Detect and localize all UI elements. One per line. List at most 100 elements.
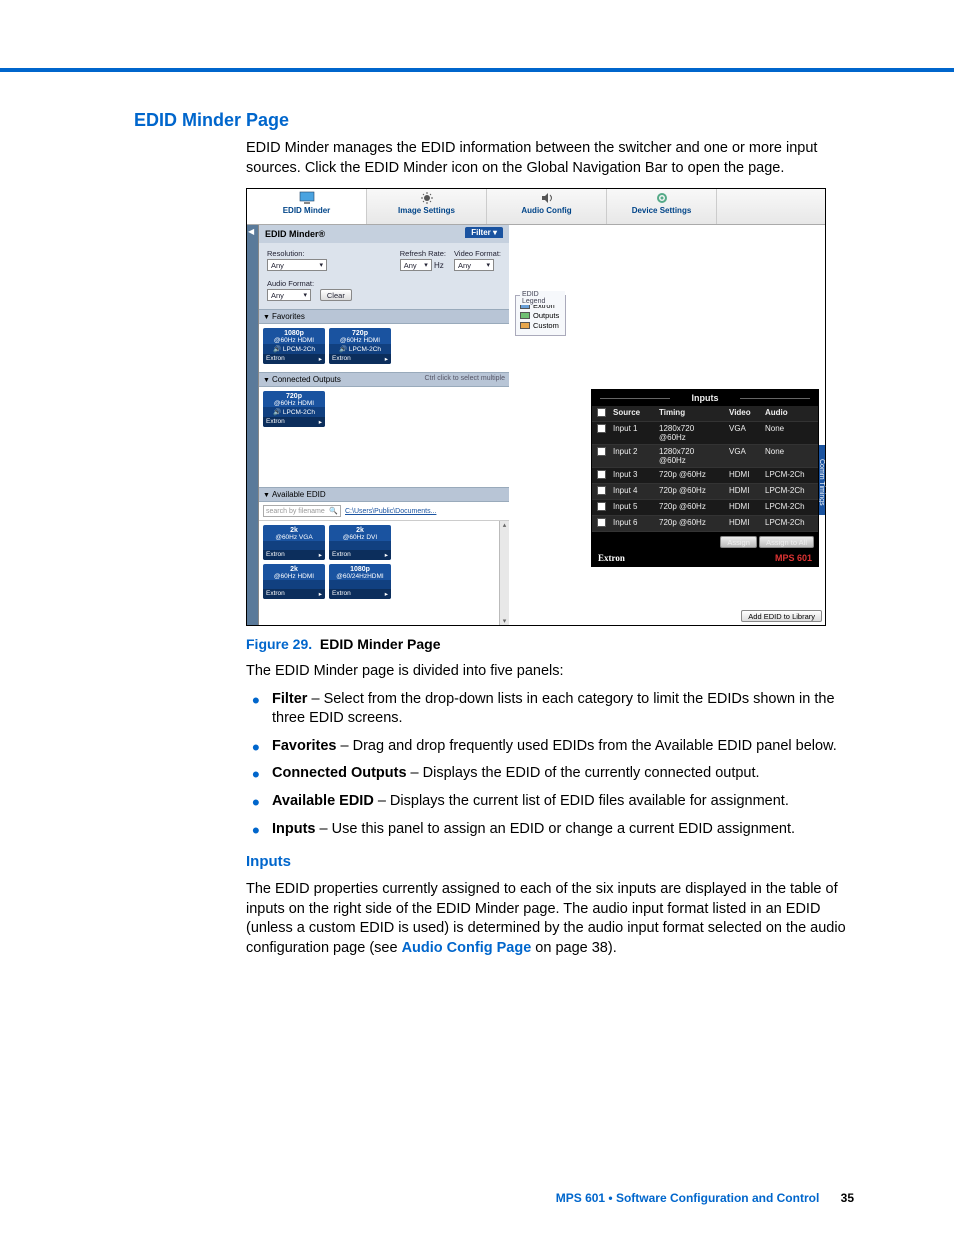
panel-title-text: EDID Minder®	[265, 229, 325, 239]
nav-tab-audio-config[interactable]: Audio Config	[487, 189, 607, 224]
hz-label: Hz	[434, 261, 444, 270]
path-link[interactable]: C:\Users\Public\Documents...	[345, 508, 436, 515]
table-row[interactable]: Input 3 720p @60Hz HDMI LPCM-2Ch	[592, 468, 818, 484]
inputs-model: MPS 601	[775, 553, 812, 563]
nav-tab-label: Image Settings	[398, 206, 455, 215]
edid-left-pane: EDID Minder® Filter ▾ Resolution: Any▾ R…	[259, 225, 509, 625]
search-input[interactable]: search by filename 🔍	[263, 505, 341, 517]
nav-tab-label: EDID Minder	[283, 206, 331, 215]
panels-bullet-list: Filter – Select from the drop-down lists…	[246, 690, 854, 839]
search-icon: 🔍	[329, 507, 338, 515]
aformat-select[interactable]: Any▾	[267, 289, 311, 301]
select-all-checkbox[interactable]	[597, 408, 606, 417]
connected-area: 720p @60Hz HDMI 🔊 LPCM-2Ch Extron▸	[259, 387, 509, 487]
col-timing: Timing	[656, 406, 726, 422]
legend-row: Custom	[520, 321, 559, 330]
inputs-heading: Inputs	[246, 853, 854, 870]
footer-text: MPS 601 • Software Configuration and Con…	[556, 1191, 820, 1205]
row-checkbox[interactable]	[597, 486, 606, 495]
col-source: Source	[610, 406, 656, 422]
edid-tile[interactable]: 2k @60Hz VGA Extron▸	[263, 525, 325, 560]
bullet-item: Filter – Select from the drop-down lists…	[246, 690, 854, 729]
vformat-label: Video Format:	[454, 249, 501, 258]
nav-tab-edid-minder[interactable]: EDID Minder	[247, 189, 367, 224]
inputs-para-b: on page 38).	[531, 940, 616, 956]
gear-icon	[653, 191, 671, 205]
inputs-panel: Inputs Source Timing Video Audio Input 1…	[591, 389, 819, 567]
edid-legend: EDID Legend Extron Outputs Custom	[515, 295, 566, 336]
collapse-rail[interactable]: ◀	[247, 225, 259, 625]
aformat-label: Audio Format:	[267, 279, 501, 288]
filter-tab[interactable]: Filter ▾	[465, 227, 503, 238]
edid-minder-screenshot: EDID Minder Image Settings Audio Config …	[246, 188, 826, 626]
edid-tile[interactable]: 1080p @60/24HzHDMI Extron▸	[329, 564, 391, 599]
table-row[interactable]: Input 4 720p @60Hz HDMI LPCM-2Ch	[592, 484, 818, 500]
table-row[interactable]: Input 5 720p @60Hz HDMI LPCM-2Ch	[592, 500, 818, 516]
table-row[interactable]: Input 1 1280x720 @60Hz VGA None	[592, 422, 818, 445]
nav-tab-image-settings[interactable]: Image Settings	[367, 189, 487, 224]
search-placeholder: search by filename	[266, 508, 325, 515]
bullet-item: Inputs – Use this panel to assign an EDI…	[246, 820, 854, 840]
panels-intro: The EDID Minder page is divided into fiv…	[246, 662, 854, 682]
connected-hint: Ctrl click to select multiple	[424, 375, 505, 382]
refresh-select[interactable]: Any▾	[400, 259, 432, 271]
nav-tab-device-settings[interactable]: Device Settings	[607, 189, 717, 224]
row-checkbox[interactable]	[597, 424, 606, 433]
table-row[interactable]: Input 2 1280x720 @60Hz VGA None	[592, 445, 818, 468]
footer-page-number: 35	[841, 1191, 854, 1205]
edid-tile[interactable]: 1080p @60Hz HDMI 🔊 LPCM-2Ch Extron▸	[263, 328, 325, 364]
vformat-select[interactable]: Any▾	[454, 259, 494, 271]
available-header[interactable]: ▼Available EDID	[259, 487, 509, 502]
row-checkbox[interactable]	[597, 518, 606, 527]
row-checkbox[interactable]	[597, 470, 606, 479]
favorites-header[interactable]: ▼Favorites	[259, 309, 509, 324]
add-edid-button[interactable]: Add EDID to Library	[741, 610, 822, 622]
legend-label: Outputs	[533, 311, 559, 320]
resolution-select[interactable]: Any▾	[267, 259, 327, 271]
collapse-arrow-icon: ◀	[248, 227, 254, 236]
row-checkbox[interactable]	[597, 447, 606, 456]
edid-tile[interactable]: 720p @60Hz HDMI 🔊 LPCM-2Ch Extron▸	[263, 391, 325, 427]
edid-tile[interactable]: 2k @60Hz DVI Extron▸	[329, 525, 391, 560]
inputs-paragraph: The EDID properties currently assigned t…	[246, 880, 854, 958]
inputs-buttons: Assign Assign to All	[592, 532, 818, 550]
assign-all-button[interactable]: Assign to All	[759, 536, 814, 548]
page-content: EDID Minder Page EDID Minder manages the…	[134, 110, 854, 958]
monitor-icon	[298, 191, 316, 205]
bullet-item: Available EDID – Displays the current li…	[246, 792, 854, 812]
col-audio: Audio	[762, 406, 818, 422]
panel-title: EDID Minder® Filter ▾	[259, 225, 509, 243]
bullet-item: Connected Outputs – Displays the EDID of…	[246, 764, 854, 784]
legend-row: Outputs	[520, 311, 559, 320]
page-top-rule	[0, 68, 954, 72]
figure-title: EDID Minder Page	[320, 636, 441, 652]
page-footer: MPS 601 • Software Configuration and Con…	[556, 1191, 854, 1205]
available-scrollbar[interactable]: ▴ ▾	[499, 521, 509, 625]
edid-tile[interactable]: 720p @60Hz HDMI 🔊 LPCM-2Ch Extron▸	[329, 328, 391, 364]
available-toolbar: search by filename 🔍 C:\Users\Public\Doc…	[259, 502, 509, 521]
inputs-footer: Extron MPS 601	[592, 550, 818, 566]
connected-header[interactable]: ▼Connected Outputs Ctrl click to select …	[259, 372, 509, 387]
section-title: EDID Minder Page	[134, 110, 854, 131]
available-wrap: 2k @60Hz VGA Extron▸ 2k @60Hz DVI Extron…	[259, 521, 509, 625]
available-area: 2k @60Hz VGA Extron▸ 2k @60Hz DVI Extron…	[259, 521, 499, 625]
resolution-label: Resolution:	[267, 249, 392, 258]
legend-label: Custom	[533, 321, 559, 330]
col-video: Video	[726, 406, 762, 422]
inputs-table: Source Timing Video Audio Input 1 1280x7…	[592, 406, 818, 532]
favorites-area: 1080p @60Hz HDMI 🔊 LPCM-2Ch Extron▸ 720p…	[259, 324, 509, 372]
audio-config-link[interactable]: Audio Config Page	[402, 940, 532, 956]
edid-tile[interactable]: 2k @60Hz HDMI Extron▸	[263, 564, 325, 599]
extron-logo: Extron	[598, 553, 625, 563]
speaker-icon	[538, 191, 556, 205]
table-row[interactable]: Input 6 720p @60Hz HDMI LPCM-2Ch	[592, 516, 818, 532]
assign-button[interactable]: Assign	[720, 536, 757, 548]
intro-paragraph: EDID Minder manages the EDID information…	[246, 139, 854, 178]
clear-button[interactable]: Clear	[320, 289, 352, 301]
row-checkbox[interactable]	[597, 502, 606, 511]
figure-caption: Figure 29. EDID Minder Page	[246, 636, 854, 652]
inputs-table-header: Source Timing Video Audio	[592, 406, 818, 422]
figure-number: Figure 29.	[246, 636, 312, 652]
inputs-panel-title: Inputs	[592, 390, 818, 406]
global-nav-bar: EDID Minder Image Settings Audio Config …	[247, 189, 825, 225]
